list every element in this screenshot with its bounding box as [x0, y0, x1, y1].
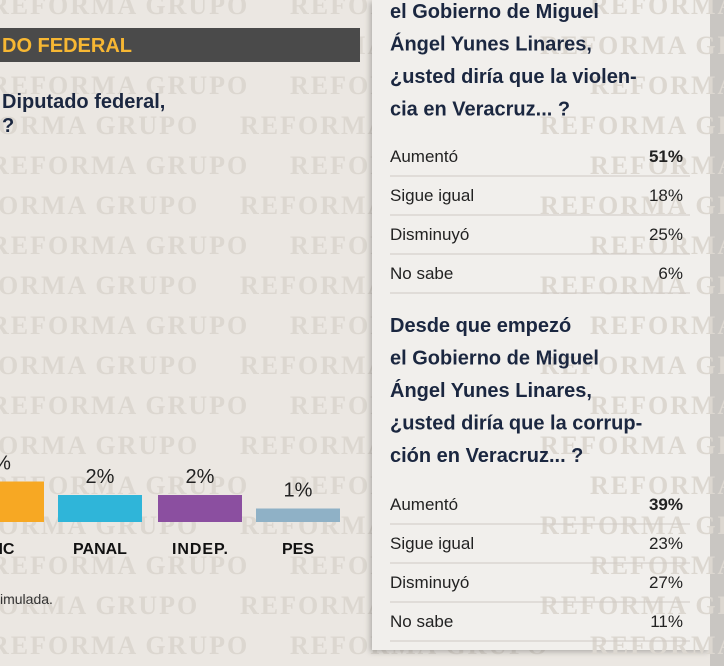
value-label: %: [0, 453, 11, 475]
watermark: REFORMA GRUPO: [0, 151, 249, 180]
watermark: REFORMA GRUPO: [590, 471, 724, 500]
question: Ángel Yunes Linares,: [390, 33, 592, 56]
category-label: PANAL: [73, 541, 127, 558]
watermark: REFORMA GRUPO: [0, 0, 249, 20]
watermark: REFORMA GRUPO: [590, 311, 724, 340]
row-value: 11%: [650, 612, 683, 631]
row-value: 25%: [649, 225, 683, 244]
row-label: No sabe: [390, 264, 453, 283]
watermark: REFORMA GRUPO: [540, 111, 724, 140]
watermark: REFORMA GRUPO: [540, 351, 724, 380]
watermark: REFORMA GRUPO: [590, 391, 724, 420]
watermark: REFORMA GRUPO: [0, 631, 249, 660]
bar: [0, 481, 44, 522]
watermark: REFORMA GRUPO: [540, 31, 724, 60]
value-label: 2%: [186, 466, 215, 488]
watermark: REFORMA GRUPO: [590, 631, 724, 660]
question: ¿usted diría que la violen-: [390, 66, 637, 88]
watermark: REFORMA GRUPO: [0, 391, 249, 420]
row-label: Aumentó: [390, 147, 458, 166]
watermark: REFORMA GRUPO: [540, 431, 724, 460]
question: ción en Veracruz... ?: [390, 445, 583, 467]
row-label: Sigue igual: [390, 186, 474, 205]
question: el Gobierno de Miguel: [390, 1, 599, 23]
panel: [372, 0, 710, 650]
watermark: REFORMA GRUPO: [590, 71, 724, 100]
category-label: PES: [282, 541, 314, 558]
row-label: No sabe: [390, 612, 453, 631]
note: imulada.: [0, 591, 53, 607]
row-label: Sigue igual: [390, 534, 474, 553]
value-label: 2%: [86, 466, 115, 488]
watermark: REFORMA GRUPO: [0, 191, 199, 220]
question: Ángel Yunes Linares,: [390, 379, 592, 402]
question: cia en Veracruz... ?: [390, 99, 570, 121]
question: ?: [2, 115, 14, 137]
watermark: REFORMA GRUPO: [0, 431, 199, 460]
watermark: REFORMA GRUPO: [0, 351, 199, 380]
row-value: 23%: [649, 534, 683, 553]
watermark: REFORMA GRUPO: [590, 551, 724, 580]
bar: [158, 495, 242, 522]
row-value: 6%: [658, 264, 683, 283]
watermark: REFORMA GRUPO: [0, 271, 199, 300]
question: ¿usted diría que la corrup-: [390, 413, 642, 435]
question: Diputado federal,: [2, 91, 165, 113]
row-label: Disminuyó: [390, 225, 469, 244]
header-bar: [0, 28, 360, 62]
watermark: REFORMA GRUPO: [0, 551, 249, 580]
row-value: 39%: [649, 495, 683, 514]
category-label: MC: [0, 541, 15, 558]
header: DO FEDERAL: [2, 35, 132, 57]
bar: [256, 508, 340, 522]
row-value: 27%: [649, 573, 683, 592]
category-label: INDEP.: [172, 541, 228, 558]
row-value: 18%: [649, 186, 683, 205]
watermark: REFORMA GRUPO: [590, 231, 724, 260]
watermark: REFORMA GRUPO: [540, 191, 724, 220]
row-label: Disminuyó: [390, 573, 469, 592]
watermark: REFORMA GRUPO: [0, 311, 249, 340]
row-label: Aumentó: [390, 495, 458, 514]
watermark: REFORMA GRUPO: [540, 511, 724, 540]
border: [710, 0, 724, 666]
question: el Gobierno de Miguel: [390, 348, 599, 370]
watermark: REFORMA GRUPO: [590, 151, 724, 180]
watermark: REFORMA GRUPO: [540, 271, 724, 300]
question: Desde que empezó: [390, 315, 571, 337]
watermark: REFORMA GRUPO: [0, 231, 249, 260]
watermark: REFORMA GRUPO: [590, 0, 724, 20]
value-label: 1%: [284, 480, 313, 502]
watermark: REFORMA GRUPO: [0, 71, 249, 100]
watermark: REFORMA GRUPO: [0, 591, 199, 620]
bar: [58, 495, 142, 522]
watermark: REFORMA GRUPO: [540, 591, 724, 620]
watermark: REFORMA GRUPO: [0, 111, 199, 140]
row-value: 51%: [649, 147, 683, 166]
